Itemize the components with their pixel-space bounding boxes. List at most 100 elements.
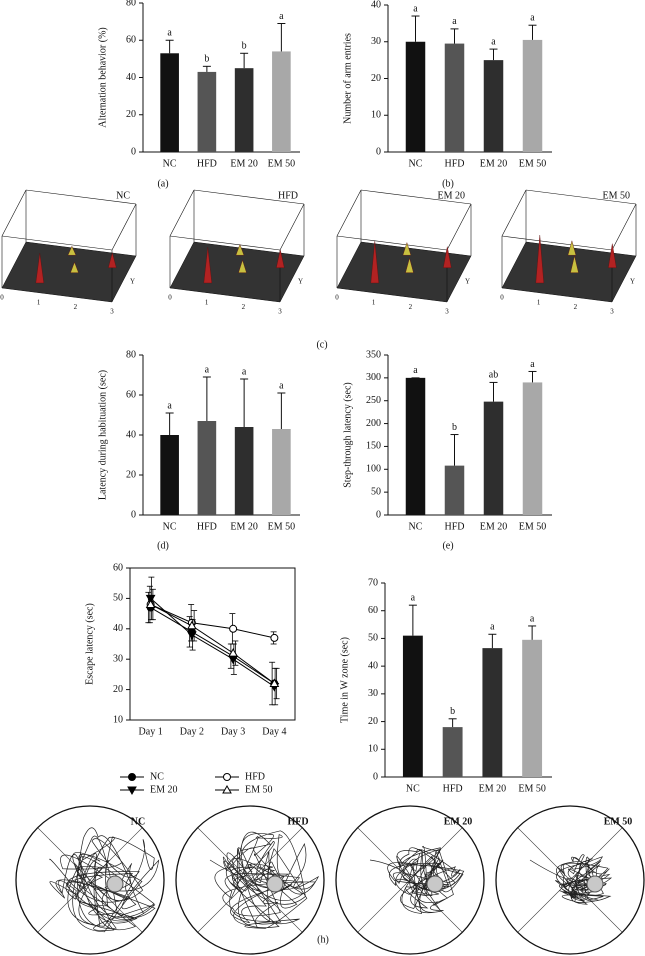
x-tick-label: EM 50 xyxy=(519,521,547,532)
swim-path xyxy=(49,827,160,933)
significance-label: a xyxy=(279,11,284,22)
y-tick-label: 20 xyxy=(371,73,381,84)
point xyxy=(270,633,279,642)
box-edge xyxy=(169,189,195,237)
axis-tick-label: 3 xyxy=(610,308,614,316)
axis-tick-label: 1 xyxy=(372,298,376,306)
point xyxy=(222,784,232,794)
axis-tick-label: 2 xyxy=(242,303,246,311)
x-tick-label: EM 50 xyxy=(519,158,547,169)
surface-peak xyxy=(70,261,79,273)
y-tick-label: 30 xyxy=(371,36,381,47)
y-tick-label: 50 xyxy=(368,633,378,644)
bar xyxy=(522,39,543,152)
surface-peak xyxy=(370,240,380,284)
y-tick-label: 0 xyxy=(376,146,381,157)
series-line xyxy=(150,598,275,687)
surface-label: EM 50 xyxy=(603,190,631,201)
significance-label: a xyxy=(530,359,535,370)
surface-peak xyxy=(235,243,245,256)
box-edge xyxy=(1,235,113,251)
y-tick-label: 0 xyxy=(131,146,136,157)
x-tick-label: HFD xyxy=(443,783,463,794)
y-axis-label: Escape latency (sec) xyxy=(84,603,95,685)
y-tick-label: 10 xyxy=(113,714,123,725)
surface-peak xyxy=(203,246,213,284)
bar xyxy=(405,41,426,152)
x-tick-label: EM 20 xyxy=(230,158,258,169)
platform xyxy=(266,875,284,893)
significance-label: a xyxy=(530,613,535,624)
track-label: EM 20 xyxy=(444,816,473,827)
box-edge xyxy=(446,203,472,251)
panel-label: (c) xyxy=(316,339,327,350)
bar xyxy=(444,43,465,152)
track-label: HFD xyxy=(287,816,308,827)
significance-label: a xyxy=(167,400,172,411)
significance-label: b xyxy=(204,54,209,65)
y-tick-label: 0 xyxy=(376,509,381,520)
y-tick-label: 60 xyxy=(126,389,136,400)
legend-label: NC xyxy=(150,771,164,782)
plot-frame xyxy=(129,567,296,721)
y-tick-label: 40 xyxy=(113,623,123,634)
axis-tick-label: 0 xyxy=(500,294,504,302)
platform xyxy=(106,875,124,893)
y-tick-label: 10 xyxy=(368,744,378,755)
y-tick-label: 50 xyxy=(113,593,123,604)
point xyxy=(229,624,238,633)
platform xyxy=(426,875,444,893)
point xyxy=(128,773,136,781)
series-line xyxy=(150,604,275,639)
series-line xyxy=(150,604,275,684)
surface-peak xyxy=(567,240,577,256)
bar xyxy=(234,68,254,152)
x-tick-label: HFD xyxy=(197,521,217,532)
panel-label: (a) xyxy=(157,178,168,189)
surface-peak xyxy=(443,246,452,268)
significance-label: b xyxy=(242,41,247,52)
y-axis-label: Latency during habituation (sec) xyxy=(97,370,108,500)
axis-label: Y xyxy=(130,278,135,286)
y-tick-label: 80 xyxy=(126,349,136,360)
x-tick-label: HFD xyxy=(197,158,217,169)
x-tick-label: EM 20 xyxy=(230,521,258,532)
bar xyxy=(483,60,504,152)
axis-tick-label: 0 xyxy=(0,294,4,302)
bar xyxy=(160,435,179,515)
panel-label: (e) xyxy=(442,540,453,551)
bar xyxy=(522,382,543,515)
surface-label: HFD xyxy=(278,190,298,201)
legend-label: HFD xyxy=(245,771,265,782)
box-edge xyxy=(25,189,137,205)
y-axis-label: Time in W zone (sec) xyxy=(339,637,350,723)
surface-floor xyxy=(336,241,472,303)
surface-peak xyxy=(67,245,77,256)
y-tick-label: 60 xyxy=(126,35,136,46)
y-tick-label: 350 xyxy=(366,349,381,360)
y-tick-label: 20 xyxy=(126,469,136,480)
surface-peak xyxy=(108,251,117,268)
axis-label: Y xyxy=(298,278,303,286)
panel-label: (d) xyxy=(157,540,169,551)
significance-label: a xyxy=(205,364,210,375)
y-tick-label: 250 xyxy=(366,395,381,406)
surface-peak xyxy=(570,255,579,273)
box-edge xyxy=(611,203,637,251)
axis-tick-label: 3 xyxy=(278,308,282,316)
legend-label: EM 20 xyxy=(150,784,178,795)
y-axis-label: Alternation behavior (%) xyxy=(97,27,108,128)
x-tick-label: Day 4 xyxy=(262,726,286,737)
surface-peak xyxy=(608,243,617,268)
surface-peak xyxy=(238,259,247,273)
y-tick-label: 80 xyxy=(126,0,136,8)
point xyxy=(269,678,280,688)
y-tick-label: 0 xyxy=(373,771,378,782)
box-edge xyxy=(193,189,305,205)
y-tick-label: 40 xyxy=(368,660,378,671)
surface-peak xyxy=(535,234,545,284)
box-edge xyxy=(360,189,472,205)
point xyxy=(145,599,156,608)
y-tick-label: 40 xyxy=(371,0,381,10)
